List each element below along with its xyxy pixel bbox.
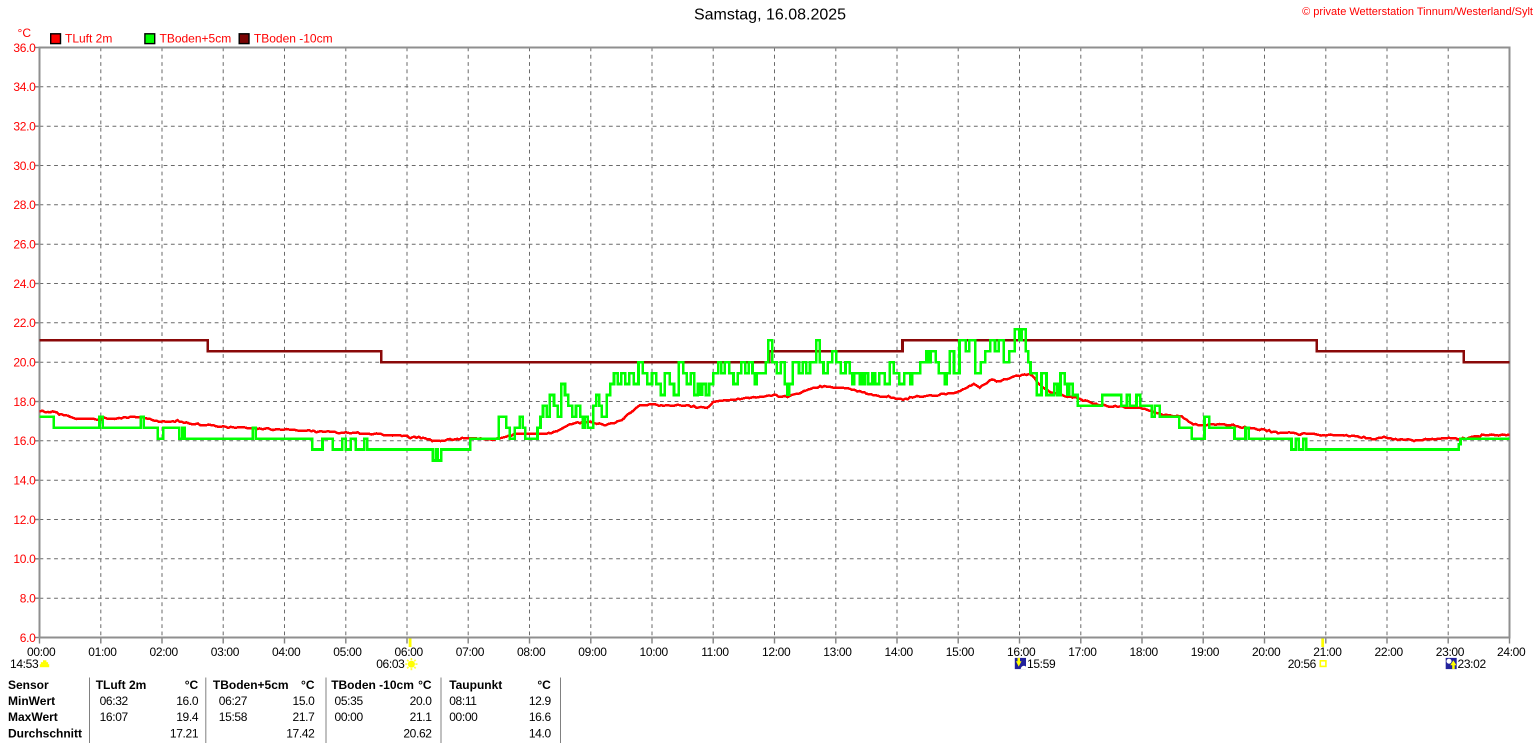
svg-text:17.42: 17.42 <box>286 726 315 740</box>
svg-text:06:27: 06:27 <box>219 694 248 708</box>
svg-text:16:07: 16:07 <box>100 710 129 724</box>
svg-text:03:00: 03:00 <box>211 645 240 659</box>
svg-text:08:11: 08:11 <box>449 694 477 708</box>
svg-text:°C: °C <box>18 26 32 40</box>
svg-text:32.0: 32.0 <box>13 120 36 134</box>
svg-text:°C: °C <box>301 678 315 692</box>
svg-text:24.0: 24.0 <box>13 277 36 291</box>
svg-text:24:00: 24:00 <box>1497 645 1526 659</box>
svg-text:MaxWert: MaxWert <box>8 710 58 724</box>
svg-text:20:56: 20:56 <box>1288 657 1317 671</box>
svg-text:TLuft 2m: TLuft 2m <box>65 32 112 46</box>
svg-text:16:00: 16:00 <box>1007 645 1036 659</box>
svg-text:15:58: 15:58 <box>219 710 248 724</box>
svg-text:01:00: 01:00 <box>88 645 117 659</box>
svg-text:36.0: 36.0 <box>13 41 36 55</box>
svg-text:28.0: 28.0 <box>13 198 36 212</box>
svg-text:23:02: 23:02 <box>1458 657 1487 671</box>
svg-text:°C: °C <box>418 678 432 692</box>
svg-text:MinWert: MinWert <box>8 694 55 708</box>
svg-text:00:00: 00:00 <box>335 710 364 724</box>
svg-text:8.0: 8.0 <box>20 592 36 606</box>
svg-text:15:00: 15:00 <box>946 645 975 659</box>
svg-text:19:00: 19:00 <box>1191 645 1220 659</box>
svg-text:12.9: 12.9 <box>529 694 552 708</box>
svg-text:21.7: 21.7 <box>293 710 316 724</box>
svg-text:21:00: 21:00 <box>1313 645 1342 659</box>
svg-text:22.0: 22.0 <box>13 316 36 330</box>
svg-text:TLuft 2m: TLuft 2m <box>96 678 147 692</box>
svg-text:17:00: 17:00 <box>1068 645 1097 659</box>
svg-text:26.0: 26.0 <box>13 238 36 252</box>
svg-text:16.0: 16.0 <box>13 434 36 448</box>
svg-text:00:00: 00:00 <box>449 710 478 724</box>
svg-text:22:00: 22:00 <box>1375 645 1404 659</box>
svg-text:TBoden -10cm: TBoden -10cm <box>331 678 414 692</box>
svg-text:04:00: 04:00 <box>272 645 301 659</box>
svg-text:10.0: 10.0 <box>13 552 36 566</box>
svg-text:6.0: 6.0 <box>20 631 36 645</box>
svg-text:13:00: 13:00 <box>823 645 852 659</box>
svg-text:06:32: 06:32 <box>100 694 129 708</box>
svg-text:10:00: 10:00 <box>640 645 669 659</box>
svg-text:20.0: 20.0 <box>410 694 433 708</box>
svg-text:°C: °C <box>185 678 199 692</box>
svg-text:18:00: 18:00 <box>1130 645 1159 659</box>
svg-text:09:00: 09:00 <box>578 645 607 659</box>
svg-text:07:00: 07:00 <box>456 645 485 659</box>
svg-text:02:00: 02:00 <box>150 645 179 659</box>
svg-text:08:00: 08:00 <box>517 645 546 659</box>
svg-text:12.0: 12.0 <box>13 513 36 527</box>
svg-text:14:00: 14:00 <box>885 645 914 659</box>
svg-text:14:53: 14:53 <box>10 657 39 671</box>
svg-text:06:00: 06:00 <box>395 645 424 659</box>
svg-text:Samstag, 16.08.2025: Samstag, 16.08.2025 <box>694 7 846 24</box>
svg-text:16.0: 16.0 <box>176 694 199 708</box>
svg-text:© private Wetterstation Tinnum: © private Wetterstation Tinnum/Westerlan… <box>1302 6 1533 18</box>
svg-text:30.0: 30.0 <box>13 159 36 173</box>
svg-text:Sensor: Sensor <box>8 678 49 692</box>
svg-text:11:00: 11:00 <box>701 645 729 659</box>
svg-text:20.62: 20.62 <box>403 726 432 740</box>
svg-text:TBoden+5cm: TBoden+5cm <box>213 678 289 692</box>
svg-text:20:00: 20:00 <box>1252 645 1281 659</box>
svg-text:°C: °C <box>537 678 551 692</box>
svg-text:Taupunkt: Taupunkt <box>449 678 502 692</box>
svg-text:05:00: 05:00 <box>333 645 362 659</box>
svg-text:19.4: 19.4 <box>176 710 199 724</box>
svg-text:05:35: 05:35 <box>335 694 364 708</box>
svg-text:Durchschnitt: Durchschnitt <box>8 726 82 740</box>
svg-text:06:03: 06:03 <box>376 657 405 671</box>
svg-text:TBoden+5cm: TBoden+5cm <box>160 32 232 46</box>
svg-text:20.0: 20.0 <box>13 356 36 370</box>
svg-text:23:00: 23:00 <box>1436 645 1465 659</box>
svg-text:00:00: 00:00 <box>27 645 56 659</box>
svg-text:TBoden -10cm: TBoden -10cm <box>254 32 333 46</box>
svg-text:15.0: 15.0 <box>293 694 316 708</box>
svg-text:14.0: 14.0 <box>13 474 36 488</box>
svg-text:17.21: 17.21 <box>170 726 199 740</box>
svg-text:18.0: 18.0 <box>13 395 36 409</box>
svg-text:16.6: 16.6 <box>529 710 552 724</box>
svg-text:34.0: 34.0 <box>13 80 36 94</box>
svg-text:15:59: 15:59 <box>1027 657 1056 671</box>
svg-text:14.0: 14.0 <box>529 726 552 740</box>
svg-text:12:00: 12:00 <box>762 645 791 659</box>
svg-text:21.1: 21.1 <box>410 710 433 724</box>
